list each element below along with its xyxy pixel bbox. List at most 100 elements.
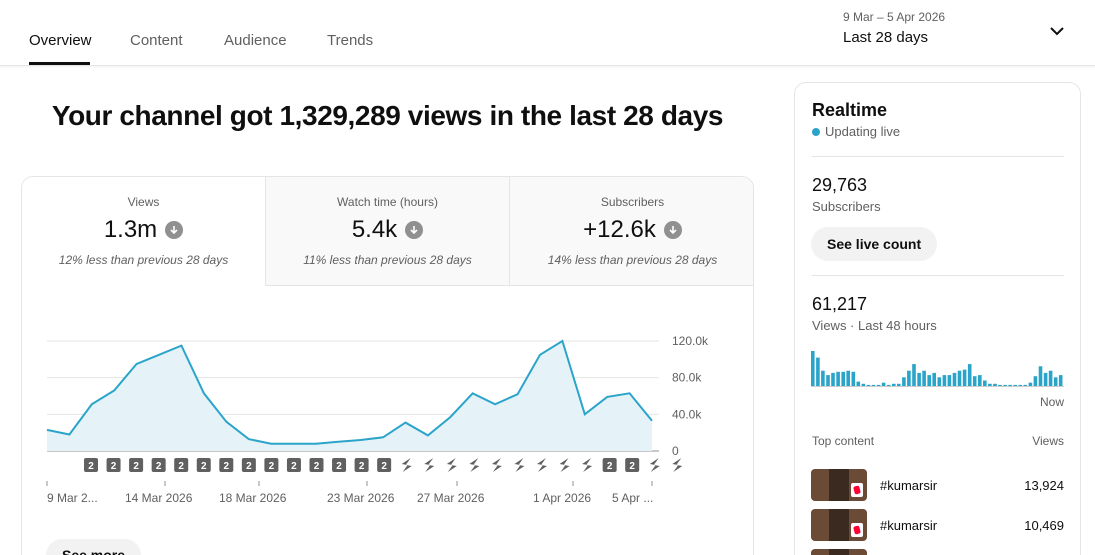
realtime-bar [912,364,916,386]
date-range-selector[interactable]: 9 Mar – 5 Apr 2026 Last 28 days [843,10,945,46]
tab-overview[interactable]: Overview [29,32,92,49]
chevron-down-icon[interactable] [1048,22,1066,40]
metric-value: 5.4k [351,216,398,243]
metric-tab-watch-time[interactable]: Watch time (hours) 5.4k 11% less than pr… [266,177,510,286]
realtime-bar [831,372,835,386]
video-marker[interactable]: 2 [196,458,211,472]
top-tab-bar: Overview Content Audience Trends 9 Mar –… [0,0,1095,66]
video-marker[interactable]: 2 [129,458,144,472]
shorts-marker-icon[interactable] [424,458,435,472]
video-thumbnail [811,469,867,501]
tab-content[interactable]: Content [130,32,183,49]
shorts-icon [851,523,863,537]
realtime-bar [1048,370,1053,386]
see-more-button[interactable]: See more [46,539,142,555]
video-marker[interactable]: 2 [332,458,347,472]
tab-trends[interactable]: Trends [327,32,374,49]
video-marker[interactable]: 2 [286,458,301,472]
realtime-bar [892,383,896,386]
arrow-down-icon [405,221,424,239]
realtime-bar [861,383,866,386]
realtime-bar [978,375,982,386]
subscribers-label: Subscribers [812,199,881,214]
realtime-bar [993,383,997,386]
realtime-bar [927,375,931,386]
video-marker[interactable]: 2 [106,458,121,472]
realtime-bar [907,370,911,386]
shorts-marker-icon[interactable] [672,458,683,472]
video-marker[interactable]: 2 [84,458,98,472]
realtime-bar [886,384,891,386]
video-marker[interactable]: 2 [241,458,256,472]
realtime-title: Realtime [812,100,888,120]
shorts-marker-icon[interactable] [401,458,412,472]
svg-text:2: 2 [629,461,635,472]
realtime-bar [1003,384,1007,386]
video-marker[interactable]: 2 [354,458,369,472]
video-marker[interactable]: 2 [377,458,392,472]
y-tick-label: 120.0k [672,334,709,348]
active-tab-indicator [29,62,90,65]
y-tick-label: 0 [672,444,679,458]
realtime-bar [967,364,972,386]
x-tick-label: 14 Mar 2026 [125,491,193,505]
top-content-row[interactable]: #kumarsir 13,924 [811,469,1064,501]
video-marker[interactable]: 2 [174,458,189,472]
x-tick-label: 1 Apr 2026 [533,491,591,505]
shorts-marker-icon[interactable] [537,458,547,472]
live-dot-icon [812,127,820,136]
shorts-marker-icon[interactable] [469,458,480,472]
realtime-bar [917,372,921,386]
video-marker[interactable]: 2 [219,458,234,472]
realtime-bar [856,381,861,386]
svg-text:2: 2 [381,461,387,472]
now-label: Now [1039,395,1064,409]
svg-text:2: 2 [291,461,297,472]
realtime-bar [1038,366,1043,386]
top-content-row[interactable] [811,549,1064,555]
shorts-icon [851,483,863,497]
realtime-bar [851,371,856,386]
realtime-bar [902,377,906,387]
svg-text:2: 2 [607,461,613,472]
video-views: 13,924 [1024,478,1064,493]
top-content-row[interactable]: #kumarsir 10,469 [811,509,1064,541]
tab-audience[interactable]: Audience [224,32,287,49]
realtime-bar [1053,377,1058,387]
realtime-bar [998,384,1002,386]
video-marker[interactable]: 2 [151,458,166,472]
views-48h-label: Views · Last 48 hours [812,318,937,333]
video-marker[interactable]: 2 [264,458,279,472]
realtime-bar-chart [811,351,1064,387]
see-live-count-button[interactable]: See live count [811,227,938,261]
shorts-marker-icon[interactable] [559,458,570,472]
metric-tab-views[interactable]: Views 1.3m 12% less than previous 28 day… [22,177,266,286]
page-headline: Your channel got 1,329,289 views in the … [51,100,724,131]
shorts-marker-icon[interactable] [446,458,457,472]
svg-text:2: 2 [133,461,139,472]
y-tick-label: 40.0k [672,407,702,421]
realtime-bar [1033,376,1038,386]
shorts-marker-icon[interactable] [649,458,660,472]
video-title: #kumarsir [880,518,938,533]
video-marker[interactable]: 2 [602,458,617,472]
realtime-bar [821,370,825,386]
metric-tab-subscribers[interactable]: Subscribers +12.6k 14% less than previou… [510,177,753,286]
svg-text:2: 2 [314,461,320,472]
shorts-marker-icon[interactable] [514,458,525,472]
video-marker[interactable]: 2 [309,458,324,472]
date-range-dates: 9 Mar – 5 Apr 2026 [843,10,946,24]
video-marker[interactable]: 2 [625,458,640,472]
realtime-bar [866,384,871,386]
views-line [46,339,653,445]
views-column-label: Views [1032,434,1064,448]
metric-delta: 12% less than previous 28 days [58,253,229,267]
shorts-marker-icon[interactable] [582,458,593,472]
arrow-down-icon [663,221,682,239]
live-status: Updating live [812,124,900,139]
shorts-marker-icon[interactable] [491,458,502,472]
realtime-bar [1058,375,1063,386]
svg-text:2: 2 [201,461,207,472]
top-content-label: Top content [812,434,875,448]
x-tick-label: 5 Apr ... [612,491,653,505]
